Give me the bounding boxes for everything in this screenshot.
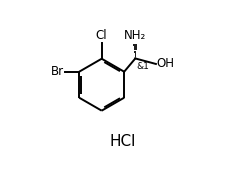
Text: OH: OH [156, 57, 174, 70]
Text: NH₂: NH₂ [124, 29, 146, 42]
Text: &1: &1 [137, 62, 150, 71]
Text: Br: Br [51, 65, 64, 78]
Text: Cl: Cl [96, 29, 108, 42]
Text: HCl: HCl [110, 134, 136, 149]
